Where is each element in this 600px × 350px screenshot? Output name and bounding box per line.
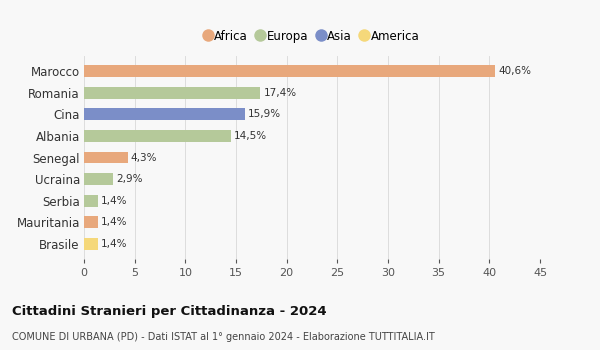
Bar	[84, 152, 128, 163]
Text: COMUNE DI URBANA (PD) - Dati ISTAT al 1° gennaio 2024 - Elaborazione TUTTITALIA.: COMUNE DI URBANA (PD) - Dati ISTAT al 1°…	[12, 332, 435, 343]
Text: 1,4%: 1,4%	[101, 239, 128, 249]
Bar	[84, 173, 113, 185]
Bar	[84, 238, 98, 250]
Bar	[84, 130, 231, 142]
Bar	[84, 195, 98, 206]
Text: 1,4%: 1,4%	[101, 217, 128, 227]
Legend: Africa, Europa, Asia, America: Africa, Europa, Asia, America	[200, 25, 424, 48]
Text: 17,4%: 17,4%	[263, 88, 296, 98]
Text: Cittadini Stranieri per Cittadinanza - 2024: Cittadini Stranieri per Cittadinanza - 2…	[12, 304, 326, 317]
Text: 40,6%: 40,6%	[499, 66, 532, 76]
Bar	[84, 216, 98, 228]
Text: 14,5%: 14,5%	[234, 131, 267, 141]
Text: 1,4%: 1,4%	[101, 196, 128, 206]
Text: 15,9%: 15,9%	[248, 109, 281, 119]
Text: 4,3%: 4,3%	[131, 153, 157, 162]
Text: 2,9%: 2,9%	[116, 174, 143, 184]
Bar	[84, 87, 260, 99]
Bar	[84, 65, 496, 77]
Bar	[84, 108, 245, 120]
